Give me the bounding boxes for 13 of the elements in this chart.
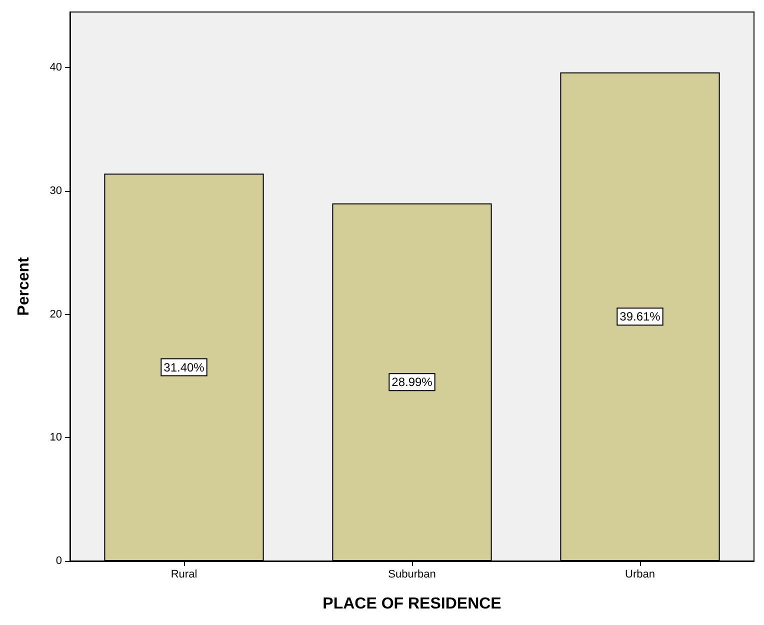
y-tick-label: 20: [50, 308, 62, 320]
y-axis-title: Percent: [16, 256, 32, 316]
y-tick-label: 30: [50, 184, 62, 197]
data-label: 39.61%: [620, 310, 661, 324]
x-tick-label: Urban: [625, 568, 655, 580]
data-label: 28.99%: [392, 375, 433, 390]
x-tick-label: Rural: [170, 568, 198, 580]
data-label: 31.40%: [164, 360, 205, 374]
x-tick-label: Suburban: [388, 568, 436, 580]
x-axis-title: PLACE OF RESIDENCE: [322, 596, 502, 612]
y-tick-label: 40: [50, 62, 62, 74]
y-tick-label: 0: [56, 555, 62, 567]
y-tick-label: 10: [50, 432, 62, 444]
